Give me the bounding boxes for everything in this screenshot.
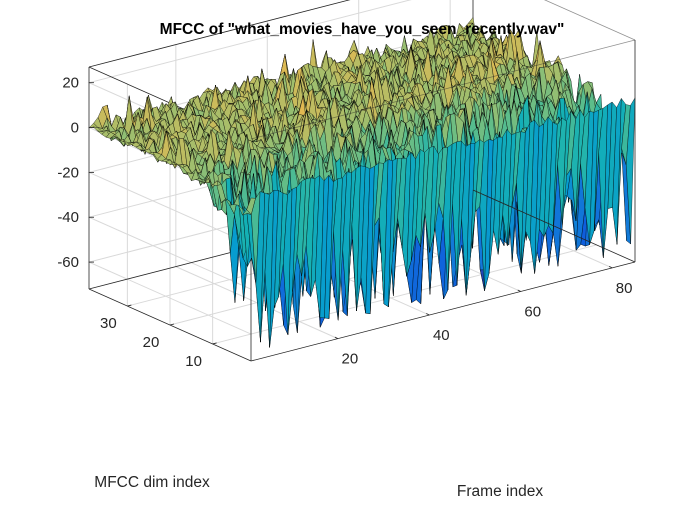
x-axis-title: Frame index xyxy=(457,483,543,500)
y-tick-label: 10 xyxy=(185,353,202,370)
z-tick-label: -40 xyxy=(57,209,79,226)
z-tick-label: -60 xyxy=(57,254,79,271)
y-tick xyxy=(169,323,175,326)
y-axis-title: MFCC dim index xyxy=(94,474,210,491)
y-tick-label: 20 xyxy=(143,334,160,351)
y-tick xyxy=(127,304,132,307)
z-tick-label: -20 xyxy=(57,164,79,181)
x-tick-label: 60 xyxy=(524,303,541,320)
x-tick-label: 40 xyxy=(433,327,450,344)
z-tick-label: 0 xyxy=(71,120,79,137)
box-edge xyxy=(88,0,351,68)
chart-title: MFCC of "what_movies_have_you_seen_recen… xyxy=(160,21,565,38)
x-tick-label: 20 xyxy=(342,351,359,368)
x-tick-label: 80 xyxy=(616,280,633,297)
surface-mesh xyxy=(88,17,636,348)
y-tick-label: 30 xyxy=(100,315,117,332)
z-tick-label: 20 xyxy=(62,75,79,92)
grid-line-y-floor xyxy=(212,244,597,345)
y-tick xyxy=(212,342,217,345)
